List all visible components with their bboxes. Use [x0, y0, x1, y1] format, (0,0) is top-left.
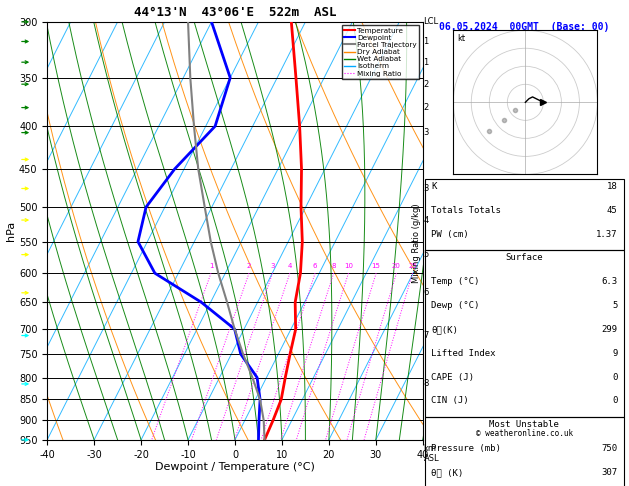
Text: CIN (J): CIN (J)	[431, 397, 469, 405]
Text: 1: 1	[423, 37, 429, 46]
Text: 6: 6	[423, 288, 429, 297]
Text: 3: 3	[423, 128, 429, 137]
Text: 4: 4	[287, 263, 292, 269]
Text: 1.37: 1.37	[596, 229, 618, 239]
Text: 20: 20	[392, 263, 401, 269]
Text: 2: 2	[247, 263, 251, 269]
Text: 6: 6	[313, 263, 318, 269]
Title: 44°13'N  43°06'E  522m  ASL: 44°13'N 43°06'E 522m ASL	[134, 6, 337, 19]
Text: © weatheronline.co.uk: © weatheronline.co.uk	[476, 429, 573, 438]
Bar	[425, 250, 624, 417]
Text: 3: 3	[423, 184, 429, 193]
Text: 299: 299	[601, 325, 618, 334]
Text: 0: 0	[613, 397, 618, 405]
Text: Mixing Ratio (g/kg): Mixing Ratio (g/kg)	[412, 203, 421, 283]
Text: Temp (°C): Temp (°C)	[431, 277, 479, 286]
Text: 1: 1	[209, 263, 213, 269]
Text: 9: 9	[613, 349, 618, 358]
Text: Surface: Surface	[506, 253, 543, 262]
Text: km
ASL: km ASL	[423, 444, 439, 463]
Y-axis label: hPa: hPa	[6, 221, 16, 241]
Text: Dewp (°C): Dewp (°C)	[431, 301, 479, 310]
Text: PW (cm): PW (cm)	[431, 229, 469, 239]
Text: Lifted Index: Lifted Index	[431, 349, 496, 358]
Text: 8: 8	[331, 263, 336, 269]
Text: 750: 750	[601, 444, 618, 453]
Text: θᴇ(K): θᴇ(K)	[431, 325, 458, 334]
Text: 307: 307	[601, 468, 618, 477]
Text: 0: 0	[613, 373, 618, 382]
Text: 15: 15	[372, 263, 381, 269]
Text: Pressure (mb): Pressure (mb)	[431, 444, 501, 453]
Text: 2: 2	[423, 103, 429, 112]
Text: 2: 2	[423, 80, 429, 88]
Legend: Temperature, Dewpoint, Parcel Trajectory, Dry Adiabat, Wet Adiabat, Isotherm, Mi: Temperature, Dewpoint, Parcel Trajectory…	[342, 25, 419, 79]
Text: θᴇ (K): θᴇ (K)	[431, 468, 463, 477]
Text: CAPE (J): CAPE (J)	[431, 373, 474, 382]
Text: 45: 45	[607, 206, 618, 215]
Text: 25: 25	[408, 263, 417, 269]
Bar	[425, 417, 624, 486]
Text: 3: 3	[270, 263, 275, 269]
Text: K: K	[431, 182, 437, 191]
Text: 6.3: 6.3	[601, 277, 618, 286]
Text: 4: 4	[423, 216, 429, 225]
Text: 5: 5	[423, 250, 429, 259]
Text: 7: 7	[423, 331, 429, 340]
Text: 10: 10	[344, 263, 353, 269]
Text: 5: 5	[613, 301, 618, 310]
Text: LCL: LCL	[423, 17, 438, 26]
Text: 06.05.2024  00GMT  (Base: 00): 06.05.2024 00GMT (Base: 00)	[439, 22, 610, 32]
Bar	[425, 179, 624, 250]
Text: 8: 8	[423, 380, 429, 388]
Text: Totals Totals: Totals Totals	[431, 206, 501, 215]
Text: 18: 18	[607, 182, 618, 191]
Text: 1: 1	[423, 58, 429, 67]
X-axis label: Dewpoint / Temperature (°C): Dewpoint / Temperature (°C)	[155, 462, 315, 472]
Text: Most Unstable: Most Unstable	[489, 420, 559, 429]
